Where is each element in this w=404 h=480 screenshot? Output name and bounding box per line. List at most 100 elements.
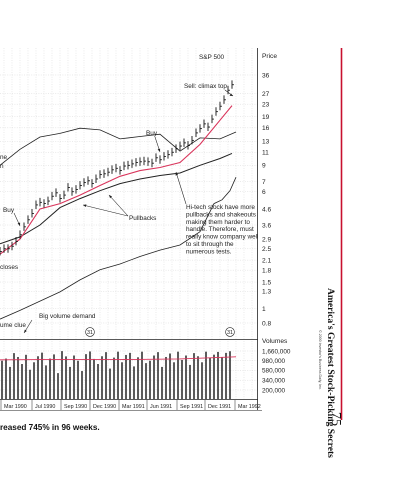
date-tick-label: Sep 1991 [180,404,203,410]
price-bar [167,150,170,159]
price-bar [119,166,122,175]
price-bar [39,197,42,207]
price-tick-label: 4.6 [262,206,271,213]
annotation-sell-climax-top: Sell: climax top [184,83,227,90]
volume-bar [181,359,183,399]
book-title: America's Greatest Stock-Picking Secrets [325,288,336,458]
volume-bar [173,362,175,399]
price-bar [155,153,158,162]
date-tick-label: Mar 1991 [122,404,145,410]
volume-bar [49,358,51,399]
volume-bar [149,360,151,399]
price-tick-label: 0.8 [262,320,271,327]
price-bar [223,95,226,104]
volume-bar [133,366,135,399]
price-bar [203,119,206,128]
date-tick-label: Jun 1991 [150,404,172,410]
volume-bar [125,354,127,399]
price-bar [139,157,142,166]
annotation-line: making them harder to [186,219,250,226]
volume-bar [77,360,79,399]
price-tick-label: 2.5 [262,246,271,253]
price-bar [171,147,174,157]
volume-tick-label: 580,000 [262,368,286,375]
volume-bar [205,351,207,399]
price-bar [3,244,6,253]
volume-marker-label: 31 [87,330,93,336]
volume-bar [229,351,231,399]
volume-bar [81,371,83,399]
arrowhead-pullback-2 [109,195,112,199]
volume-bar [85,354,87,399]
price-tick-label: 2.1 [262,257,271,264]
arrow-hitech [175,171,187,205]
volume-marker-label: 31 [227,330,233,336]
volume-bar [1,360,3,399]
volume-marker-circle [85,327,95,337]
volume-bar [137,357,139,399]
price-bar [199,124,202,133]
price-tick-label: 16 [262,125,270,132]
volume-bar [221,356,223,399]
price-tick-label: 36 [262,72,270,79]
price-bar [135,158,138,167]
price-bar [67,183,70,192]
volume-grid [0,341,258,399]
volume-bar [89,351,91,399]
price-tick-label: 27 [262,91,270,98]
volume-bar [197,356,199,399]
moving-average-short-line [0,105,233,255]
price-bar [191,135,194,145]
volume-bar [213,354,215,399]
price-tick-label: 1.5 [262,279,271,286]
volume-bar [145,363,147,399]
arrowhead-hitech [175,172,178,176]
volume-bar [165,356,167,399]
price-bar [15,236,18,246]
annotation-ne: ne [0,154,8,161]
price-bar [0,247,2,256]
volume-bar [65,356,67,399]
volume-bar [101,356,103,399]
price-bar [7,244,10,253]
volume-bar [21,363,23,399]
price-bar [195,128,198,137]
volume-bar [129,352,131,399]
annotation-line: handle. Therefore, must [186,226,254,233]
volume-tick-label: 340,000 [262,378,286,385]
volume-bar [13,353,15,399]
volume-bar [177,351,179,399]
volume-bar [45,365,47,399]
price-bar [55,188,58,197]
date-tick-label: Sep 1990 [64,404,87,410]
volume-bar [193,353,195,399]
volume-tick-label: 980,000 [262,358,286,365]
arrowhead-big-volume [24,329,27,333]
price-bar [183,138,186,147]
price-bar [83,178,86,187]
price-bar [23,222,26,231]
price-tick-label: 1 [262,306,266,313]
arrow-pullback-2 [108,194,129,217]
volume-average-line [0,356,237,361]
volume-bar [5,358,7,399]
price-bar [19,230,22,239]
price-bar [215,107,218,116]
volume-series-layer [0,351,237,399]
date-tick-label: Dec 1990 [93,404,116,410]
annotation-line: pullbacks and shakeouts [186,211,256,218]
volume-marker-circle [225,327,235,337]
price-bar [187,141,190,150]
price-bar [47,196,50,206]
volume-bar [141,351,143,399]
annotation-line: numerous tests. [186,248,232,255]
relative-strength-line [0,177,237,320]
price-bar [11,241,14,251]
price-tick-label: 6 [262,189,266,196]
price-tick-label: 11 [262,150,269,157]
price-bar [35,200,38,209]
volume-bar [209,357,211,399]
price-tick-label: 7 [262,179,266,186]
sp500-label: S&P 500 [199,54,225,61]
volume-bar [29,369,31,399]
